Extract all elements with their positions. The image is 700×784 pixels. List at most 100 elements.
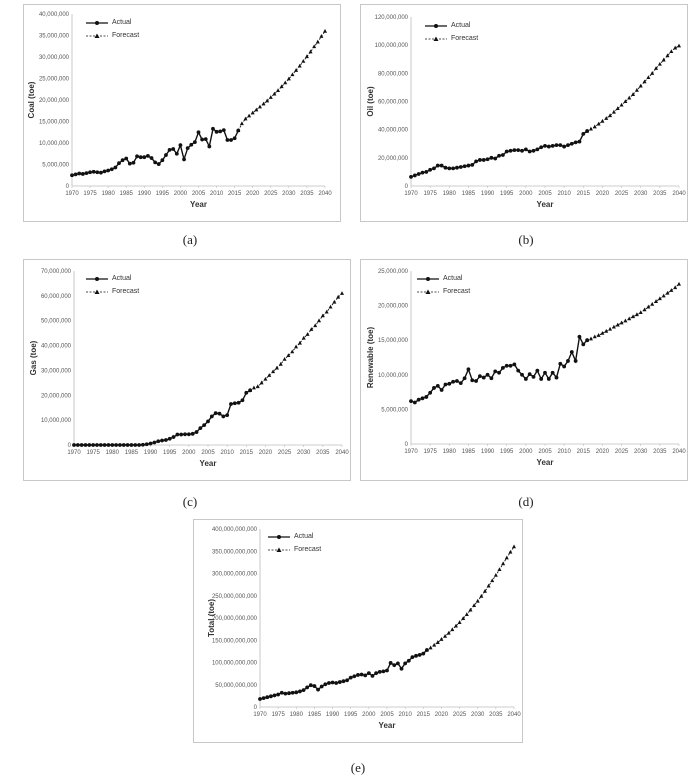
actual-point — [466, 367, 471, 372]
forecast-point — [661, 57, 666, 62]
actual-point — [190, 431, 195, 436]
legend-actual-label: Actual — [451, 22, 471, 29]
actual-point — [409, 174, 413, 179]
forecast-point — [443, 633, 448, 638]
x-tick-label: 1975 — [86, 450, 100, 456]
forecast-point — [596, 121, 601, 126]
forecast-point — [261, 101, 266, 106]
actual-point — [432, 386, 436, 390]
caption-d: (d) — [518, 494, 534, 509]
forecast-point — [490, 578, 495, 583]
actual-point — [72, 443, 76, 447]
x-tick-label: 2000 — [519, 449, 533, 455]
actual-point — [523, 147, 528, 152]
x-tick-label: 2025 — [615, 191, 629, 197]
actual-point — [520, 148, 524, 153]
actual-point — [268, 694, 273, 699]
actual-point — [550, 143, 555, 148]
x-tick-label: 1995 — [500, 449, 514, 455]
actual-point — [377, 669, 382, 674]
legend-actual: Actual — [86, 16, 139, 29]
forecast-point — [619, 102, 624, 107]
forecast-point — [317, 318, 322, 323]
actual-point — [462, 376, 467, 381]
actual-point — [451, 379, 456, 384]
y-axis-title: Total (toe) — [207, 599, 216, 637]
actual-point — [138, 155, 143, 160]
actual-point — [508, 148, 513, 153]
x-tick-label: 2015 — [577, 449, 591, 455]
actual-point — [516, 368, 521, 373]
y-tick-label: 5,000,000 — [381, 407, 408, 413]
actual-point — [175, 432, 180, 437]
forecast-point — [435, 640, 440, 644]
actual-point — [439, 388, 444, 392]
actual-point — [283, 691, 288, 696]
legend-forecast-swatch — [417, 289, 439, 294]
legend-renewable: Actual Forecast — [417, 272, 470, 298]
actual-point — [106, 168, 111, 173]
actual-point — [153, 160, 158, 165]
y-tick-label: 40,000,000 — [378, 128, 409, 134]
actual-point — [435, 383, 440, 388]
chart-svg-total: 0 50,000,000,000 100,000,000,000 150,000,00… — [207, 527, 521, 730]
forecast-point — [428, 645, 433, 650]
actual-point — [301, 688, 306, 692]
actual-point — [481, 375, 486, 380]
forecast-point — [297, 63, 302, 68]
forecast-point — [654, 299, 659, 303]
forecast-point — [328, 304, 333, 309]
actual-point — [451, 166, 456, 171]
actual-point — [156, 439, 161, 444]
forecast-point — [611, 324, 616, 329]
x-tick-label: 1990 — [144, 450, 158, 456]
actual-point — [298, 689, 302, 694]
actual-point — [416, 397, 421, 402]
y-tick-label: 60,000,000 — [378, 100, 409, 106]
actual-point — [117, 161, 121, 166]
x-tick-label: 2005 — [538, 191, 552, 197]
actual-point — [435, 163, 440, 168]
legend-forecast-label: Forecast — [451, 35, 479, 42]
actual-point — [577, 334, 582, 339]
x-tick-label: 2000 — [182, 450, 196, 456]
actual-point — [102, 169, 107, 174]
y-tick-label: 150,000,000,000 — [212, 638, 258, 644]
forecast-point — [512, 544, 516, 549]
actual-point — [489, 155, 494, 160]
actual-point — [77, 171, 82, 176]
x-tick-label: 2010 — [557, 449, 571, 455]
actual-point — [114, 443, 119, 447]
forecast-point — [308, 49, 313, 54]
forecast-point — [504, 555, 509, 560]
x-axis-title: Year — [190, 200, 207, 209]
actual-point — [88, 170, 92, 175]
x-tick-label: 1975 — [271, 712, 285, 718]
x-tick-label: 2035 — [300, 191, 314, 197]
legend-actual-swatch — [425, 23, 447, 28]
actual-point — [95, 170, 100, 175]
actual-point — [305, 685, 310, 690]
forecast-point — [297, 340, 302, 345]
legend-forecast-label: Forecast — [112, 288, 140, 295]
caption-e: (e) — [350, 760, 366, 775]
forecast-point — [453, 623, 458, 628]
actual-point — [577, 139, 582, 144]
actual-point — [323, 682, 328, 687]
forecast-point — [657, 61, 662, 66]
forecast-point — [324, 309, 329, 314]
legend-actual: Actual — [86, 272, 139, 285]
forecast-point — [461, 616, 466, 620]
actual-point — [137, 443, 141, 447]
x-tick-label: 2025 — [264, 191, 278, 197]
forecast-point — [323, 28, 327, 33]
forecast-point — [320, 313, 325, 318]
forecast-point — [615, 322, 620, 327]
y-tick-label: 35,000,000 — [39, 34, 70, 40]
actual-point — [447, 166, 452, 171]
actual-point — [240, 398, 245, 403]
actual-point — [539, 377, 544, 381]
actual-point — [236, 400, 241, 405]
actual-point — [327, 681, 331, 685]
actual-point — [124, 156, 129, 161]
